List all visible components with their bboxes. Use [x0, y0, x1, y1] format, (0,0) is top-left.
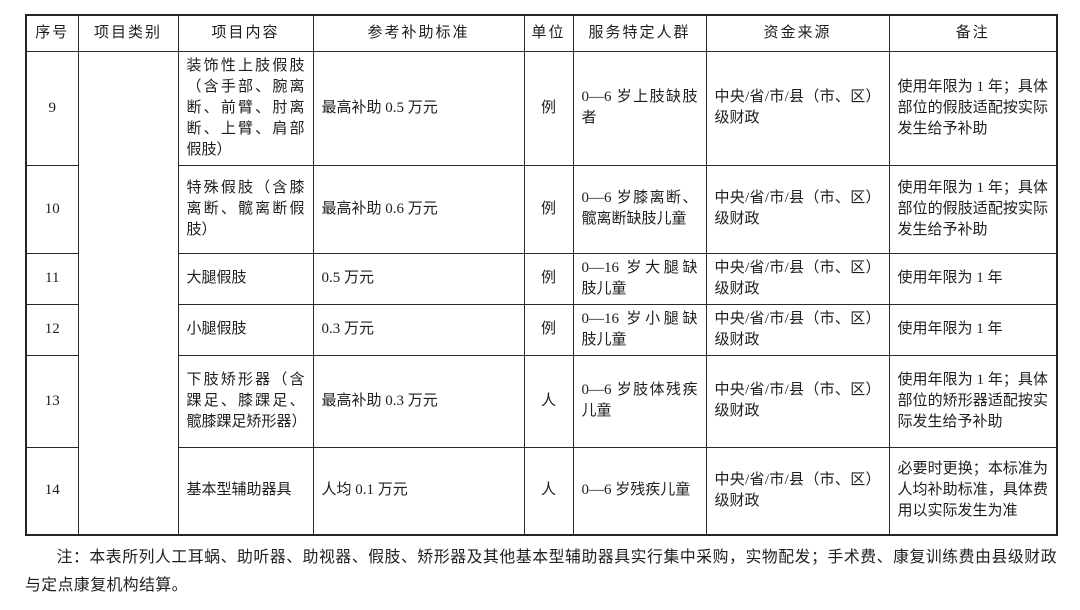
content-cell: 特殊假肢（含膝离断、髋离断假肢）	[177, 164, 314, 254]
col-header-note: 备注	[888, 14, 1058, 52]
note-cell: 使用年限为 1 年；具体部位的假肢适配按实际发生给予补助	[888, 50, 1058, 166]
col-header-content: 项目内容	[177, 14, 314, 52]
table-row: 12 小腿假肢 0.3 万元 例 0—16 岁小腿缺肢儿童 中央/省/市/县（市…	[25, 303, 1058, 356]
seq-cell: 10	[25, 164, 79, 254]
content-cell: 基本型辅助器具	[177, 446, 314, 536]
standard-cell: 人均 0.1 万元	[312, 446, 525, 536]
unit-cell: 例	[523, 303, 574, 356]
footnote: 注：本表所列人工耳蜗、助听器、助视器、假肢、矫形器及其他基本型辅助器具实行集中采…	[25, 548, 1057, 594]
standard-cell: 最高补助 0.6 万元	[312, 164, 525, 254]
group-cell: 0—16 岁小腿缺肢儿童	[572, 303, 707, 356]
seq-cell: 9	[25, 50, 79, 166]
funding-cell: 中央/省/市/县（市、区）级财政	[705, 446, 890, 536]
group-cell: 0—6 岁肢体残疾儿童	[572, 354, 707, 448]
table-row: 9 装饰性上肢假肢（含手部、腕离断、前臂、肘离断、上臂、肩部假肢） 最高补助 0…	[25, 50, 1058, 536]
col-header-funding: 资金来源	[705, 14, 890, 52]
unit-cell: 人	[523, 354, 574, 448]
seq-cell: 11	[25, 252, 79, 305]
funding-cell: 中央/省/市/县（市、区）级财政	[705, 50, 890, 166]
standard-cell: 0.5 万元	[312, 252, 525, 305]
note-cell: 使用年限为 1 年	[888, 303, 1058, 356]
note-cell: 使用年限为 1 年；具体部位的矫形器适配按实际发生给予补助	[888, 354, 1058, 448]
unit-cell: 例	[523, 50, 574, 166]
unit-cell: 例	[523, 252, 574, 305]
subsidy-table: 序号 项目类别 项目内容 参考补助标准 单位 服务特定人群 资金来源 备注 9 …	[25, 14, 1058, 536]
content-cell: 下肢矫形器（含踝足、膝踝足、髋膝踝足矫形器）	[177, 354, 314, 448]
header-row: 序号 项目类别 项目内容 参考补助标准 单位 服务特定人群 资金来源 备注	[25, 14, 1058, 52]
table-row: 14 基本型辅助器具 人均 0.1 万元 人 0—6 岁残疾儿童 中央/省/市/…	[25, 446, 1058, 536]
note-cell: 使用年限为 1 年；具体部位的假肢适配按实际发生给予补助	[888, 164, 1058, 254]
seq-cell: 12	[25, 303, 79, 356]
col-header-unit: 单位	[523, 14, 574, 52]
group-cell: 0—6 岁残疾儿童	[572, 446, 707, 536]
table-row: 11 大腿假肢 0.5 万元 例 0—16 岁大腿缺肢儿童 中央/省/市/县（市…	[25, 252, 1058, 305]
col-header-standard: 参考补助标准	[312, 14, 525, 52]
standard-cell: 0.3 万元	[312, 303, 525, 356]
standard-cell: 最高补助 0.5 万元	[312, 50, 525, 166]
group-cell: 0—6 岁上肢缺肢者	[572, 50, 707, 166]
funding-cell: 中央/省/市/县（市、区）级财政	[705, 252, 890, 305]
table-row: 13 下肢矫形器（含踝足、膝踝足、髋膝踝足矫形器） 最高补助 0.3 万元 人 …	[25, 354, 1058, 448]
funding-cell: 中央/省/市/县（市、区）级财政	[705, 354, 890, 448]
content-cell: 装饰性上肢假肢（含手部、腕离断、前臂、肘离断、上臂、肩部假肢）	[177, 50, 314, 166]
seq-cell: 13	[25, 354, 79, 448]
funding-cell: 中央/省/市/县（市、区）级财政	[705, 303, 890, 356]
col-header-group: 服务特定人群	[572, 14, 707, 52]
content-cell: 小腿假肢	[177, 303, 314, 356]
table-row: 10 特殊假肢（含膝离断、髋离断假肢） 最高补助 0.6 万元 例 0—6 岁膝…	[25, 164, 1058, 254]
note-cell: 必要时更换；本标准为人均补助标准，具体费用以实际发生为准	[888, 446, 1058, 536]
content-cell: 大腿假肢	[177, 252, 314, 305]
standard-cell: 最高补助 0.3 万元	[312, 354, 525, 448]
category-cell	[77, 50, 179, 536]
group-cell: 0—6 岁膝离断、髋离断缺肢儿童	[572, 164, 707, 254]
unit-cell: 人	[523, 446, 574, 536]
seq-cell: 14	[25, 446, 79, 536]
unit-cell: 例	[523, 164, 574, 254]
group-cell: 0—16 岁大腿缺肢儿童	[572, 252, 707, 305]
col-header-category: 项目类别	[77, 14, 179, 52]
note-cell: 使用年限为 1 年	[888, 252, 1058, 305]
funding-cell: 中央/省/市/县（市、区）级财政	[705, 164, 890, 254]
col-header-seq: 序号	[25, 14, 79, 52]
